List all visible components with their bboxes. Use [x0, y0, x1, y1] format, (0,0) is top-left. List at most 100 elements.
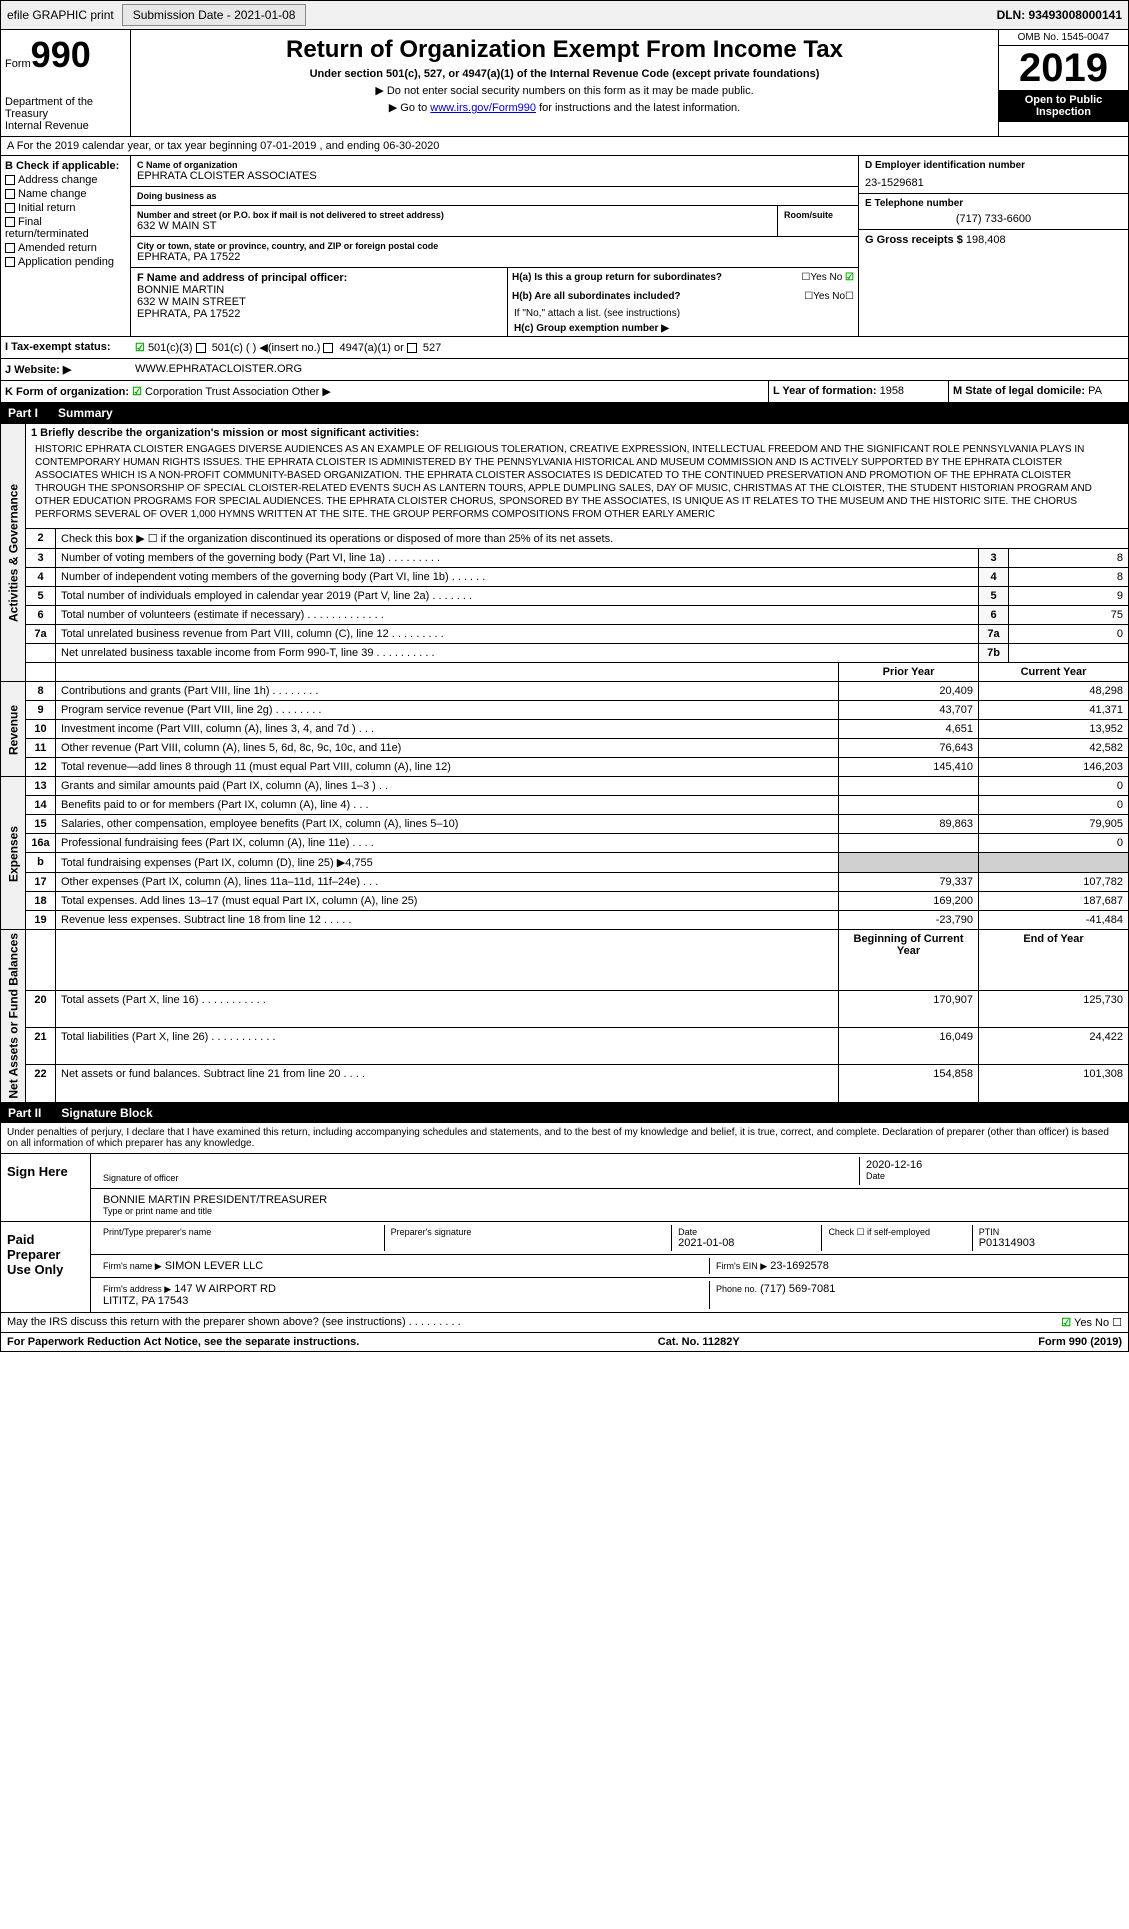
val-5: 9	[1009, 587, 1129, 606]
col-d: D Employer identification number 23-1529…	[858, 156, 1128, 336]
side-expenses: Expenses	[1, 777, 26, 930]
line-16a: Professional fundraising fees (Part IX, …	[56, 834, 839, 853]
line-18: Total expenses. Add lines 13–17 (must eq…	[56, 892, 839, 911]
footer-right: Form 990 (2019)	[1038, 1336, 1122, 1348]
city-cell: City or town, state or province, country…	[131, 237, 858, 268]
year-formation: L Year of formation: 1958	[768, 381, 948, 402]
c9: 41,371	[979, 701, 1129, 720]
cb-application[interactable]: Application pending	[5, 256, 126, 268]
line-6: Total number of volunteers (estimate if …	[56, 606, 979, 625]
form-subtitle: Under section 501(c), 527, or 4947(a)(1)…	[141, 68, 988, 80]
form-number: 990	[31, 34, 91, 75]
col-c-org: C Name of organization EPHRATA CLOISTER …	[131, 156, 858, 336]
c14: 0	[979, 796, 1129, 815]
val-7b	[1009, 644, 1129, 663]
p19: -23,790	[839, 911, 979, 930]
ha-answer: ☐Yes No ☑	[738, 268, 858, 287]
line-3: Number of voting members of the governin…	[56, 549, 979, 568]
org-address: 632 W MAIN ST	[137, 220, 771, 232]
col-b-checkboxes: B Check if applicable: Address change Na…	[1, 156, 131, 336]
firm-ein: 23-1692578	[770, 1260, 829, 1272]
mission-cell: 1 Briefly describe the organization's mi…	[26, 424, 1129, 529]
c12: 146,203	[979, 758, 1129, 777]
cb-501c[interactable]	[196, 343, 206, 353]
signature-block: Under penalties of perjury, I declare th…	[0, 1123, 1129, 1333]
ein-value: 23-1529681	[865, 177, 1122, 189]
form-title: Return of Organization Exempt From Incom…	[141, 36, 988, 64]
c22: 101,308	[979, 1065, 1129, 1102]
cb-501c3[interactable]: ☑	[135, 342, 145, 354]
firm-phone: (717) 569-7081	[760, 1283, 835, 1295]
cb-final-return[interactable]: Final return/terminated	[5, 216, 126, 240]
ptin-value: P01314903	[979, 1237, 1116, 1249]
open-inspection: Open to Public Inspection	[999, 90, 1128, 122]
note-link: ▶ Go to www.irs.gov/Form990 for instruct…	[141, 101, 988, 114]
dept-irs: Internal Revenue	[5, 120, 126, 132]
footer-left: For Paperwork Reduction Act Notice, see …	[7, 1336, 359, 1348]
p20: 170,907	[839, 990, 979, 1027]
line-19: Revenue less expenses. Subtract line 18 …	[56, 911, 839, 930]
submission-button[interactable]: Submission Date - 2021-01-08	[122, 4, 307, 26]
phone-cell: E Telephone number (717) 733-6600	[859, 194, 1128, 230]
form-id-block: Form990 Department of the Treasury Inter…	[1, 30, 131, 136]
header-row: Form990 Department of the Treasury Inter…	[0, 30, 1129, 137]
cb-name-change[interactable]: Name change	[5, 188, 126, 200]
website-value: WWW.EPHRATACLOISTER.ORG	[131, 359, 1128, 380]
p15: 89,863	[839, 815, 979, 834]
cb-address-change[interactable]: Address change	[5, 174, 126, 186]
paid-preparer-row: Paid Preparer Use Only Print/Type prepar…	[1, 1221, 1128, 1312]
p17: 79,337	[839, 873, 979, 892]
f-h-row: F Name and address of principal officer:…	[131, 268, 858, 336]
line-21: Total liabilities (Part X, line 26) . . …	[56, 1028, 839, 1065]
prep-date: 2021-01-08	[678, 1237, 815, 1249]
line-20: Total assets (Part X, line 16) . . . . .…	[56, 990, 839, 1027]
c21: 24,422	[979, 1028, 1129, 1065]
line-17: Other expenses (Part IX, column (A), lin…	[56, 873, 839, 892]
cb-amended[interactable]: Amended return	[5, 242, 126, 254]
cb-4947[interactable]	[323, 343, 333, 353]
col-current: Current Year	[979, 663, 1129, 682]
gross-cell: G Gross receipts $ 198,408	[859, 230, 1128, 250]
col-begin: Beginning of Current Year	[839, 930, 979, 991]
line-12: Total revenue—add lines 8 through 11 (mu…	[56, 758, 839, 777]
phone-value: (717) 733-6600	[865, 213, 1122, 225]
c16a: 0	[979, 834, 1129, 853]
date-label: Date	[866, 1171, 1116, 1181]
col-b-title: B Check if applicable:	[5, 160, 126, 172]
cb-527[interactable]	[407, 343, 417, 353]
org-name: EPHRATA CLOISTER ASSOCIATES	[137, 170, 852, 182]
form-label: Form	[5, 58, 31, 70]
col-prior: Prior Year	[839, 663, 979, 682]
omb-number: OMB No. 1545-0047	[999, 30, 1128, 46]
dept-treasury: Department of the Treasury	[5, 96, 126, 120]
side-net: Net Assets or Fund Balances	[1, 930, 26, 1103]
line-7a: Total unrelated business revenue from Pa…	[56, 625, 979, 644]
part2-header: Part IISignature Block	[0, 1103, 1129, 1123]
officer-name: BONNIE MARTIN	[137, 284, 501, 296]
f-label: F Name and address of principal officer:	[137, 272, 501, 284]
p11: 76,643	[839, 739, 979, 758]
footer-row: For Paperwork Reduction Act Notice, see …	[0, 1333, 1129, 1352]
row-j-website: J Website: ▶ WWW.EPHRATACLOISTER.ORG	[0, 359, 1129, 381]
line-5: Total number of individuals employed in …	[56, 587, 979, 606]
year-box: OMB No. 1545-0047 2019 Open to Public In…	[998, 30, 1128, 136]
cb-initial-return[interactable]: Initial return	[5, 202, 126, 214]
line-9: Program service revenue (Part VIII, line…	[56, 701, 839, 720]
mission-text: HISTORIC EPHRATA CLOISTER ENGAGES DIVERS…	[31, 439, 1123, 525]
line-8: Contributions and grants (Part VIII, lin…	[56, 682, 839, 701]
c17: 107,782	[979, 873, 1129, 892]
p12: 145,410	[839, 758, 979, 777]
val-3: 8	[1009, 549, 1129, 568]
irs-link[interactable]: www.irs.gov/Form990	[430, 102, 536, 114]
c20: 125,730	[979, 990, 1129, 1027]
p18: 169,200	[839, 892, 979, 911]
line-14: Benefits paid to or for members (Part IX…	[56, 796, 839, 815]
val-4: 8	[1009, 568, 1129, 587]
cb-corporation[interactable]: ☑	[132, 386, 142, 398]
penalty-text: Under penalties of perjury, I declare th…	[1, 1123, 1128, 1153]
line-7b: Net unrelated business taxable income fr…	[56, 644, 979, 663]
p14	[839, 796, 979, 815]
officer-addr1: 632 W MAIN STREET	[137, 296, 501, 308]
officer-printed-name: BONNIE MARTIN PRESIDENT/TREASURER	[103, 1194, 1116, 1206]
title-block: Return of Organization Exempt From Incom…	[131, 30, 998, 136]
